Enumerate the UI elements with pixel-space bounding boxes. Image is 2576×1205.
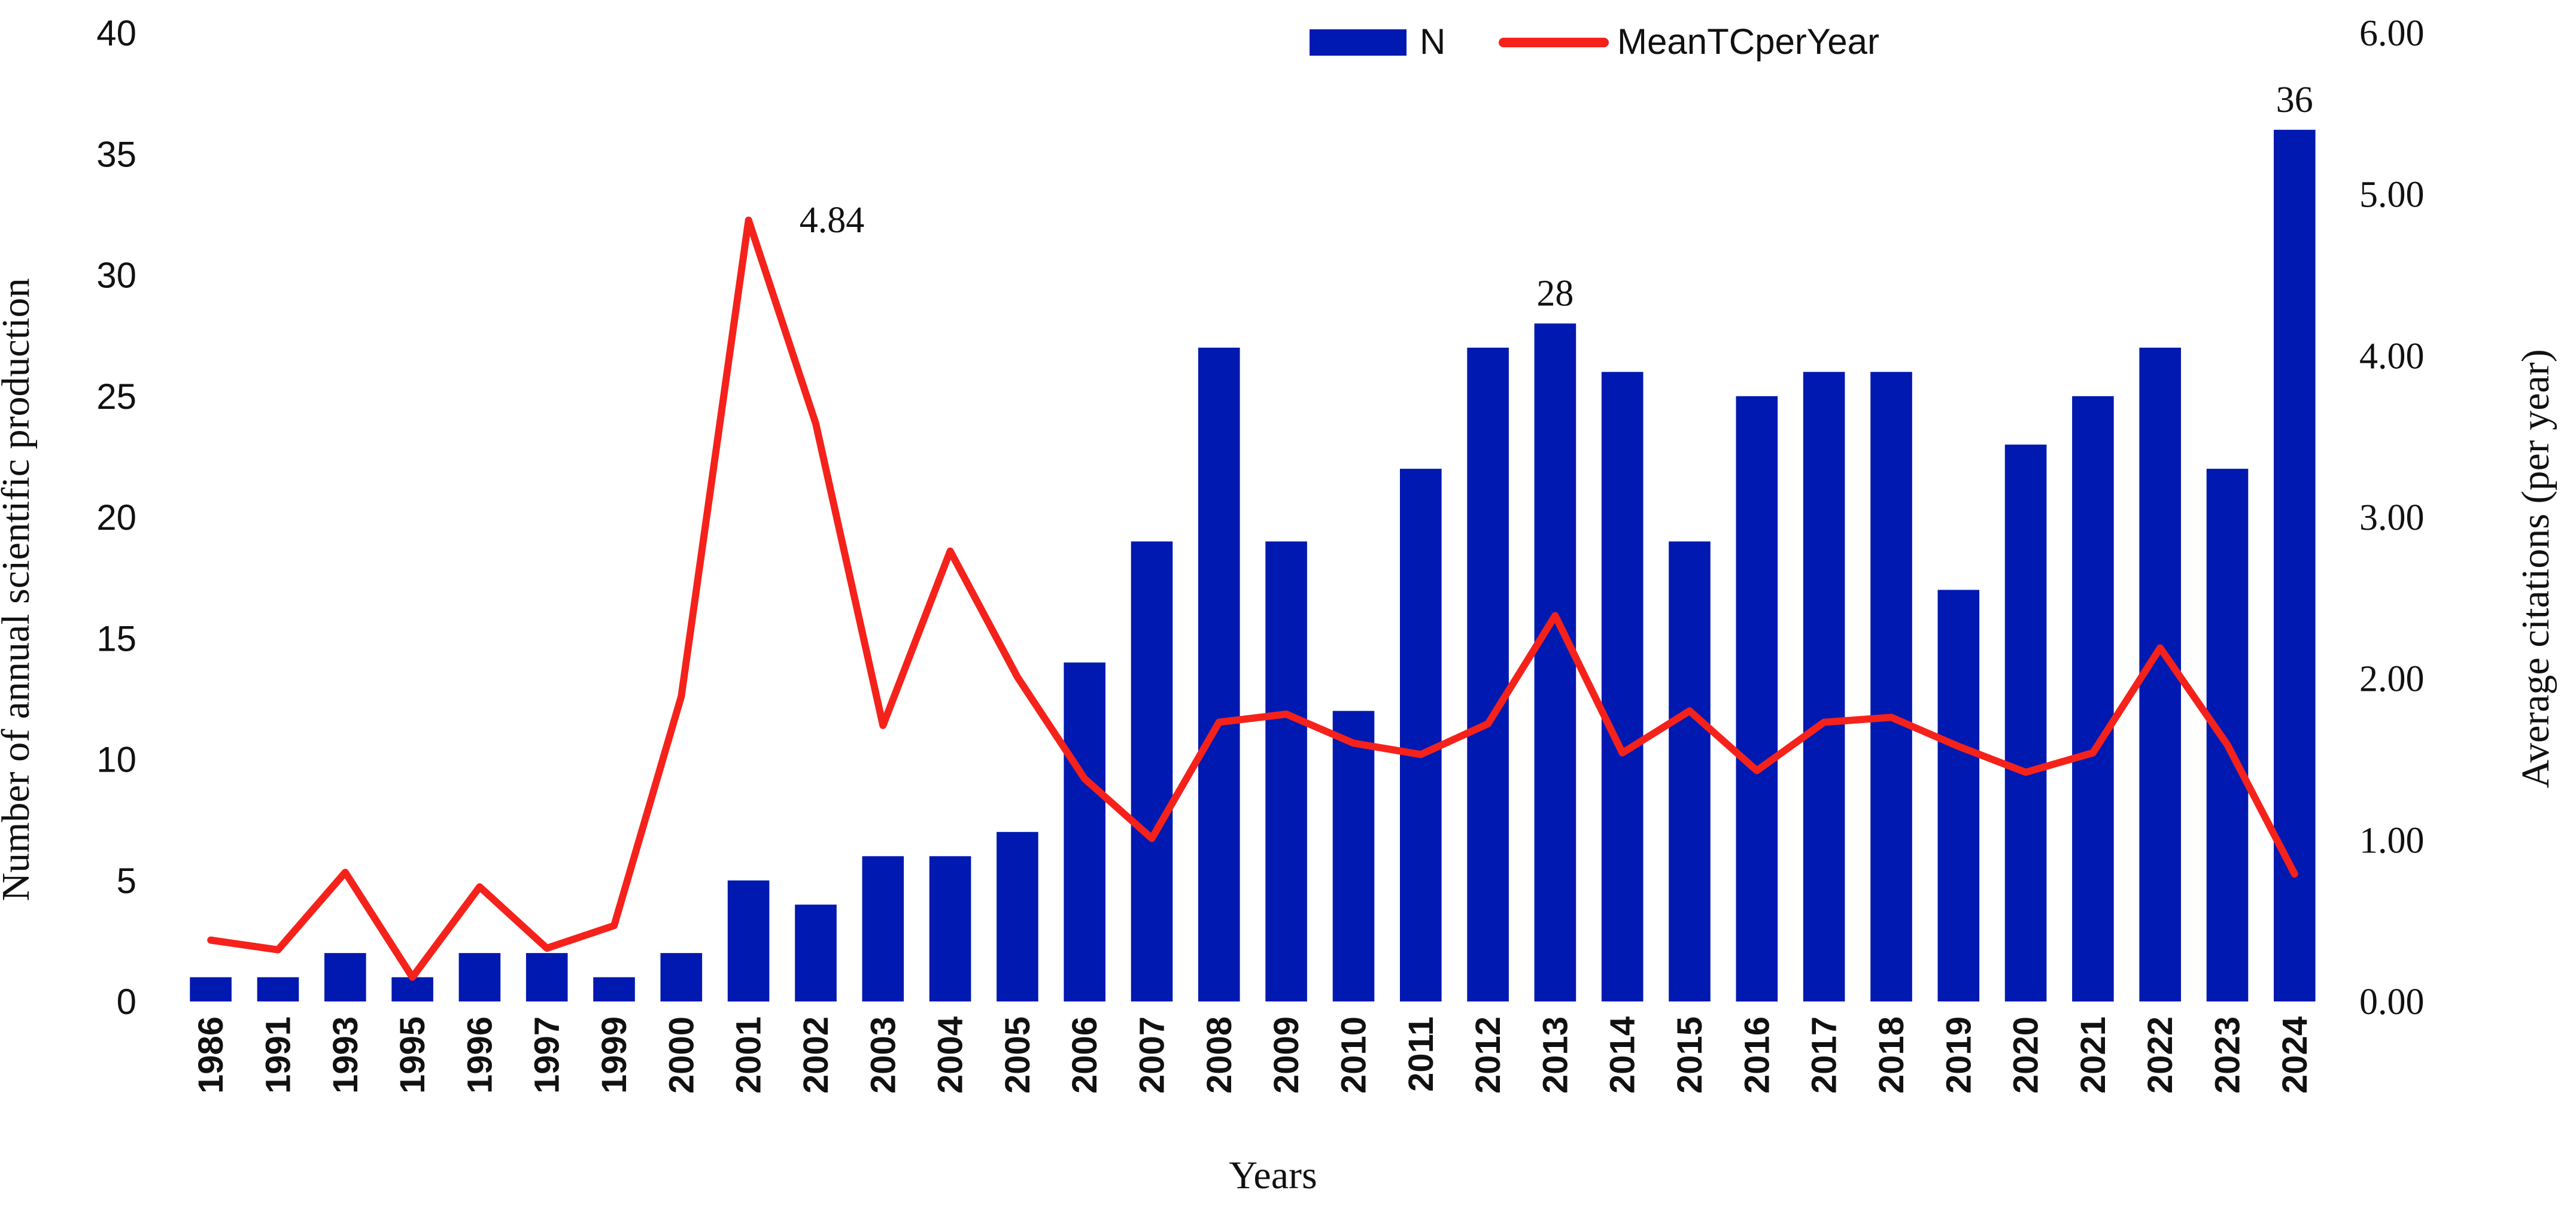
x-tick-label: 2007: [1133, 1016, 1172, 1094]
legend: N MeanTCperYear: [1310, 22, 1879, 62]
x-tick-label: 1991: [259, 1016, 298, 1094]
x-tick-label: 2021: [2074, 1016, 2113, 1094]
x-tick-label: 2024: [2276, 1016, 2314, 1094]
bar-2004: [929, 856, 971, 1001]
x-tick-label: 2014: [1603, 1016, 1642, 1094]
x-tick-label: 2015: [1670, 1016, 1709, 1094]
y2-tick-label: 6.00: [2359, 13, 2425, 54]
x-tick-label: 2005: [998, 1016, 1037, 1094]
y2-tick-label: 2.00: [2359, 659, 2425, 700]
bar-2010: [1332, 711, 1375, 1001]
bar-2005: [997, 831, 1038, 1001]
y-tick-label: 35: [96, 134, 136, 174]
bar-2000: [660, 953, 703, 1001]
y-tick-label: 15: [96, 618, 136, 658]
line-meantcperyear: [207, 216, 2298, 981]
bar-2012: [1467, 347, 1509, 1001]
annotation-label: 28: [1536, 273, 1573, 314]
right-axis-ticks: 0.00 1.00 2.00 3.00 4.00 5.00 6.00: [2359, 13, 2425, 1022]
x-tick-label: 2013: [1536, 1016, 1575, 1094]
x-tick-label: 1997: [528, 1016, 567, 1094]
bar-2024: [2274, 129, 2316, 1001]
bar-2013: [1534, 323, 1576, 1001]
annotation-label: 4.84: [800, 200, 865, 241]
x-tick-label: 1999: [595, 1016, 634, 1094]
bar-2017: [1803, 372, 1845, 1001]
y-tick-label: 25: [96, 377, 136, 417]
x-tick-label: 2004: [931, 1016, 970, 1094]
bar-1999: [593, 977, 635, 1001]
x-tick-label: 2003: [864, 1016, 903, 1094]
x-tick-label: 2008: [1200, 1016, 1239, 1094]
bar-2021: [2072, 396, 2114, 1002]
y2-tick-label: 5.00: [2359, 175, 2425, 215]
bar-2008: [1198, 347, 1240, 1001]
bar-2007: [1131, 541, 1173, 1001]
annotation-label: 36: [2276, 80, 2313, 120]
bar-2002: [795, 904, 837, 1001]
x-tick-label: 2011: [1402, 1016, 1441, 1092]
x-tick-label: 2019: [1939, 1016, 1978, 1094]
bar-1986: [190, 977, 232, 1001]
bar-1993: [324, 953, 366, 1001]
bar-2020: [2004, 444, 2047, 1001]
y-tick-label: 40: [96, 13, 136, 53]
y-tick-label: 30: [96, 256, 136, 296]
y2-tick-label: 4.00: [2359, 336, 2425, 377]
x-tick-label: 2000: [662, 1016, 701, 1094]
bar-2006: [1064, 662, 1105, 1001]
x-tick-label: 2020: [2007, 1016, 2046, 1094]
line-series: [207, 216, 2298, 981]
bar-2001: [727, 880, 770, 1002]
bar-1991: [257, 977, 299, 1001]
y-tick-label: 10: [96, 740, 136, 780]
y-tick-label: 5: [117, 861, 136, 901]
y-tick-label: 0: [117, 982, 136, 1022]
x-tick-label: 1996: [460, 1016, 499, 1094]
y2-axis-label: Average citations (per year): [2514, 349, 2557, 788]
annotations: 4.84 28 36: [800, 80, 2313, 314]
legend-label-n: N: [1420, 22, 1445, 62]
y2-tick-label: 1.00: [2359, 820, 2425, 861]
bar-2015: [1669, 541, 1711, 1001]
bar-2023: [2206, 469, 2249, 1001]
x-tick-label: 2017: [1805, 1016, 1844, 1094]
bar-2003: [862, 856, 904, 1001]
x-tick-label: 1986: [192, 1016, 230, 1094]
bar-1995: [391, 977, 433, 1001]
x-tick-label: 2010: [1335, 1016, 1374, 1094]
x-tick-label: 2023: [2209, 1016, 2247, 1094]
x-tick-label: 2001: [730, 1016, 768, 1094]
x-tick-label: 1995: [393, 1016, 432, 1094]
x-tick-label: 2022: [2141, 1016, 2180, 1094]
bar-2011: [1400, 469, 1442, 1001]
y-tick-label: 20: [96, 497, 136, 538]
x-tick-label: 1993: [326, 1016, 365, 1094]
y2-tick-label: 3.00: [2359, 497, 2425, 538]
legend-swatch-n: [1310, 29, 1407, 56]
legend-label-meantcperyear: MeanTCperYear: [1617, 22, 1879, 62]
bar-2019: [1937, 590, 1980, 1001]
bar-2018: [1870, 372, 1912, 1001]
bar-2014: [1601, 372, 1644, 1001]
x-tick-label: 2016: [1737, 1016, 1776, 1094]
x-tick-label: 2018: [1872, 1016, 1911, 1094]
bar-series: [190, 129, 2316, 1002]
x-axis-label: Years: [1229, 1154, 1317, 1197]
x-tick-label: 2006: [1065, 1016, 1104, 1094]
x-tick-label: 2002: [797, 1016, 836, 1094]
left-axis-ticks: 0 5 10 15 20 25 30 35 40: [96, 13, 136, 1022]
y-axis-label: Number of annual scientific production: [0, 278, 38, 901]
bar-2009: [1265, 541, 1307, 1001]
y2-tick-label: 0.00: [2359, 982, 2425, 1022]
bar-2016: [1736, 396, 1778, 1002]
bar-1996: [458, 953, 501, 1001]
x-tick-label: 2012: [1469, 1016, 1508, 1094]
bar-1997: [525, 953, 568, 1001]
x-axis-ticks: 1986 1991 1993 1995 1996 1997 1999 2000 2001 2002…: [192, 1016, 2314, 1094]
x-tick-label: 2009: [1267, 1016, 1306, 1094]
